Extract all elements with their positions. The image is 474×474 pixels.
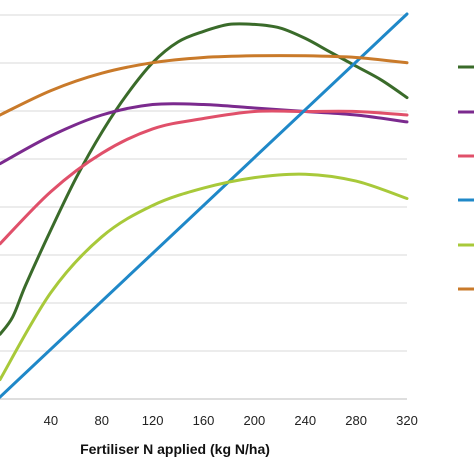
x-tick-label: 320	[396, 413, 418, 428]
legend	[458, 65, 474, 291]
x-tick-label: 40	[44, 413, 58, 428]
series-line-1	[0, 22, 409, 336]
series-line-5	[0, 172, 409, 382]
x-tick-label: 160	[193, 413, 215, 428]
x-tick-label: 80	[95, 413, 109, 428]
series-line-4	[0, 12, 409, 399]
x-tick-label: 120	[142, 413, 164, 428]
x-axis-tick-labels: 40 80 120 160 200 240 280 320	[44, 413, 418, 428]
x-tick-label: 200	[244, 413, 266, 428]
x-tick-label: 280	[345, 413, 367, 428]
series-lines	[0, 12, 409, 399]
x-axis-title: Fertiliser N applied (kg N/ha)	[80, 441, 270, 457]
series-line-3	[0, 109, 409, 246]
series-line-6	[0, 54, 409, 117]
series-line-2	[0, 102, 409, 166]
x-tick-label: 240	[294, 413, 316, 428]
